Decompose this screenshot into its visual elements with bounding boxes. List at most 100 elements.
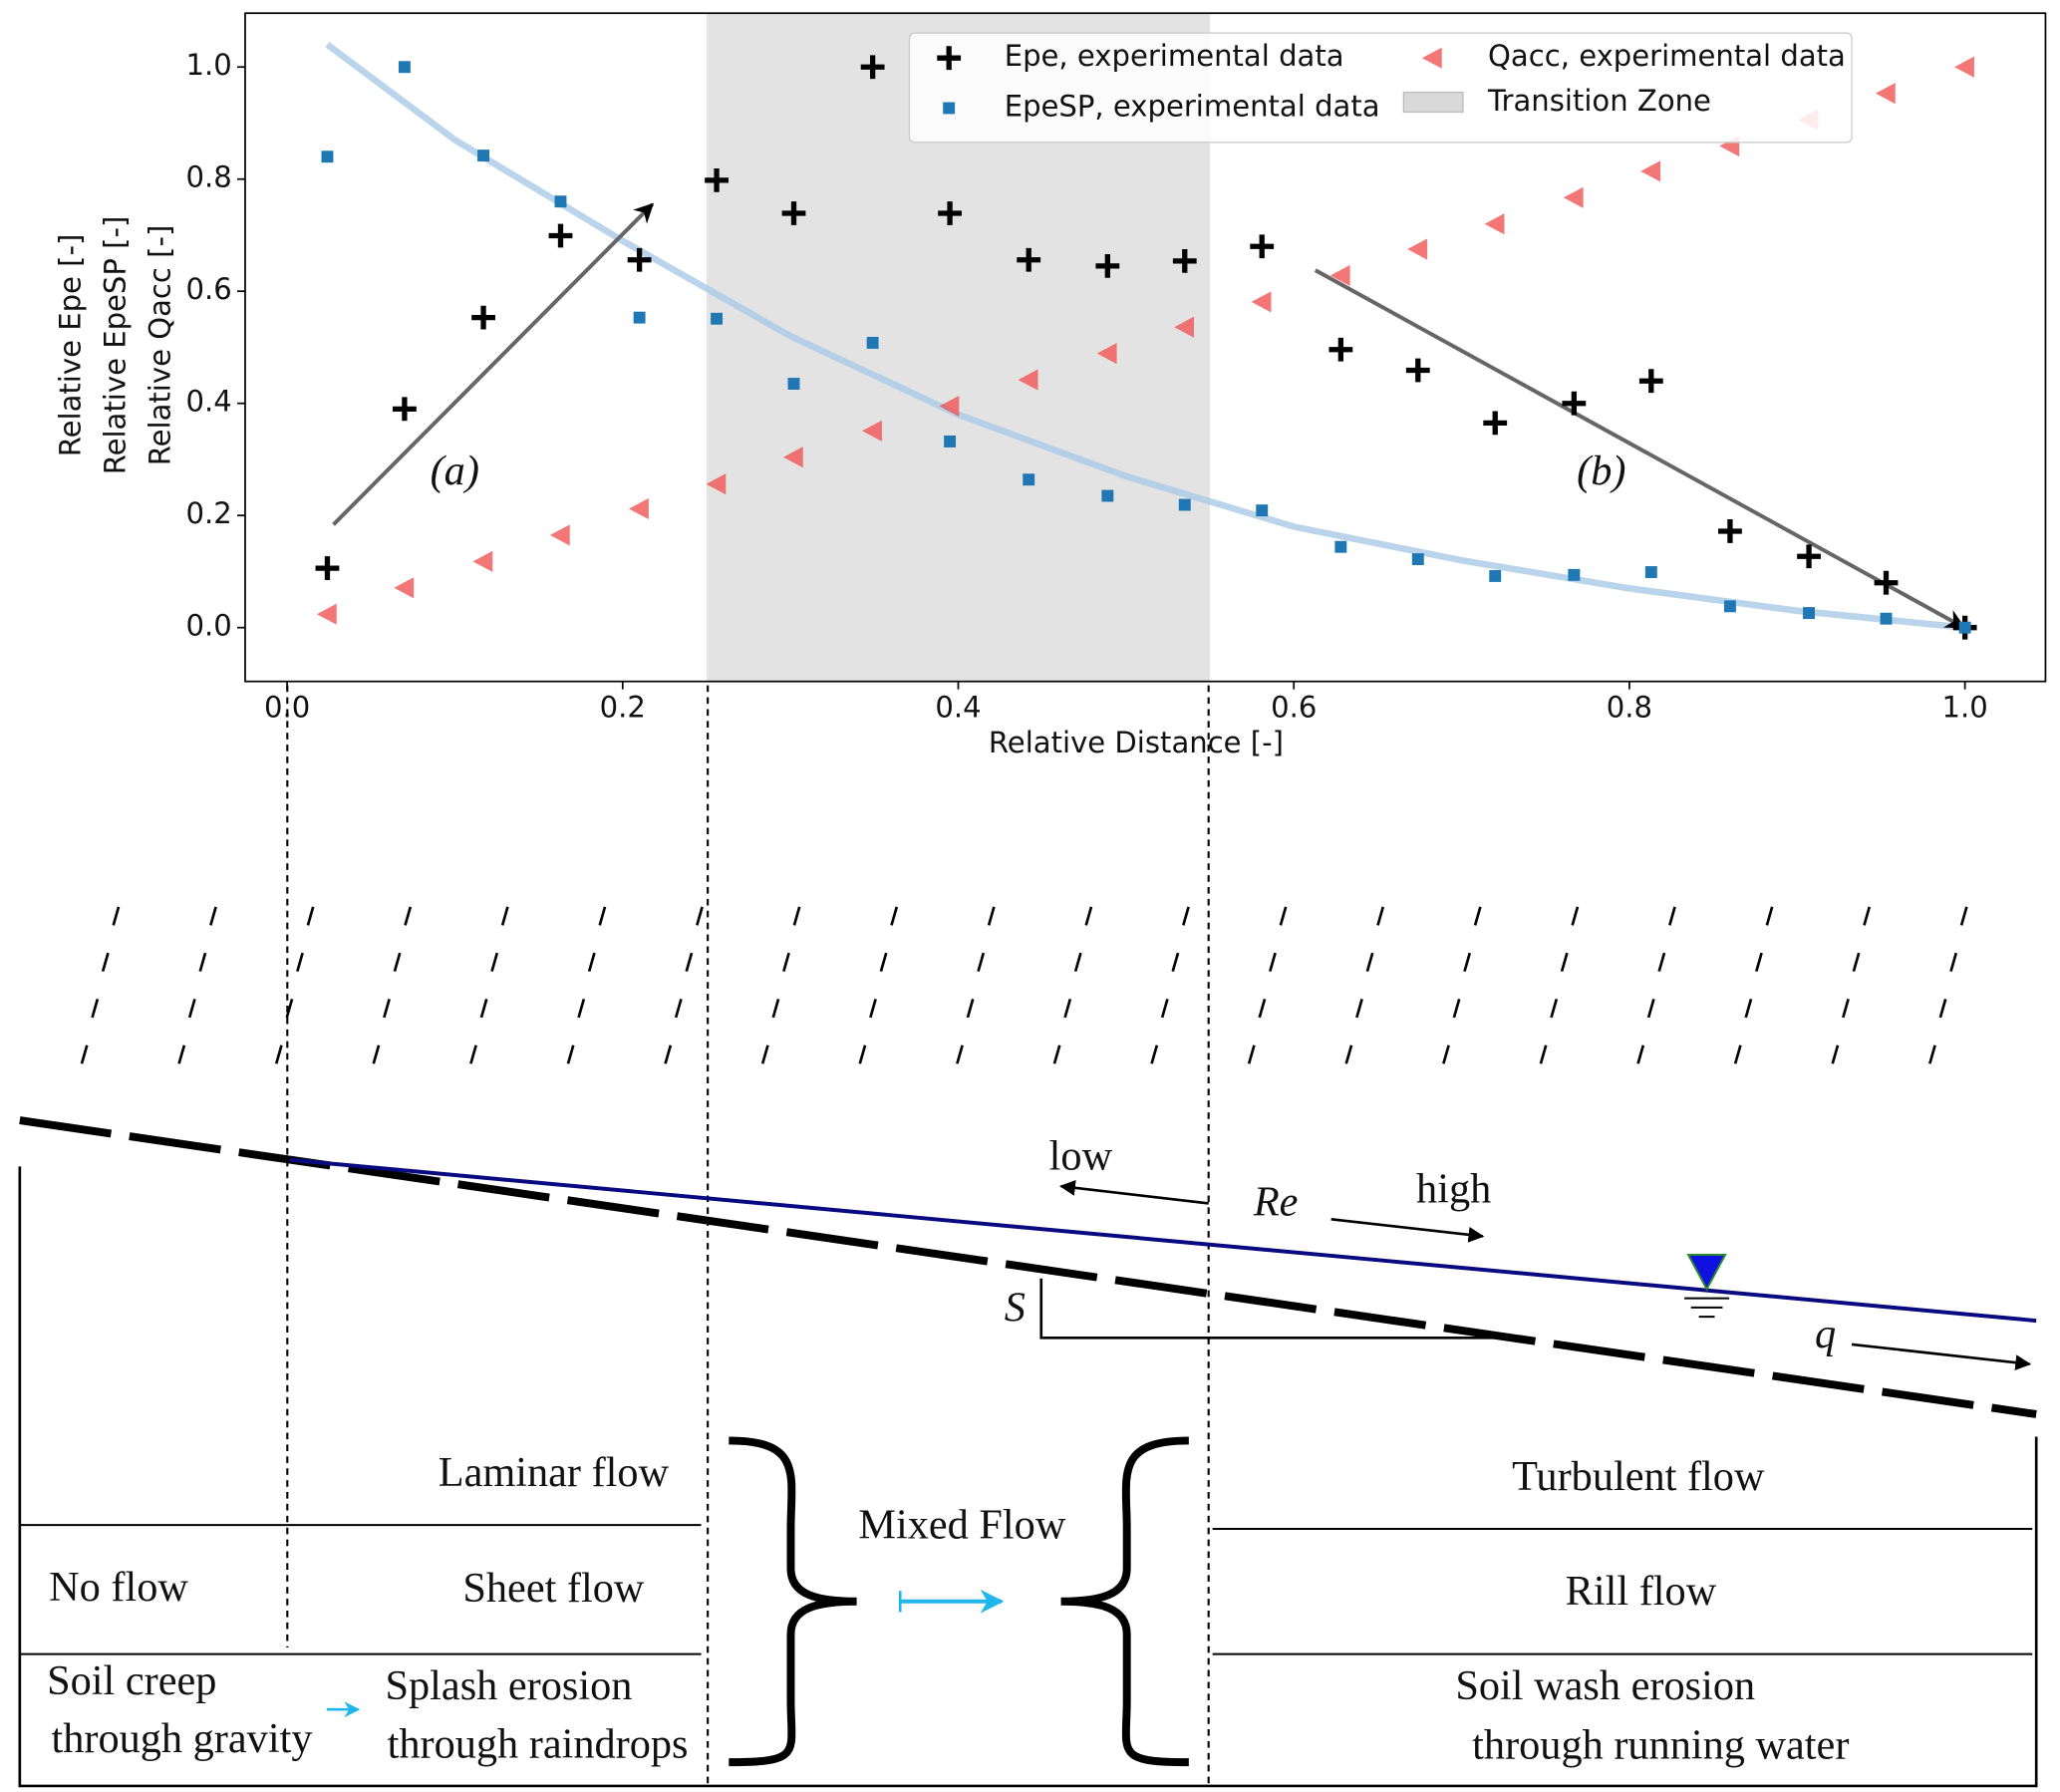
raindrop <box>987 906 996 926</box>
raindrop <box>1160 999 1169 1019</box>
x-tick-label: 0.0 <box>264 690 310 724</box>
x-tick-label: 0.2 <box>600 690 646 724</box>
square-marker <box>943 102 956 115</box>
raindrop <box>1938 999 1947 1019</box>
y-axis-label: Relative Epe [-] <box>54 234 88 457</box>
brace <box>729 1436 857 1767</box>
triangle-marker <box>629 497 649 520</box>
square-marker <box>787 378 800 390</box>
raindrop <box>1863 906 1872 926</box>
raindrop <box>1949 952 1958 973</box>
raindrop <box>1279 906 1288 926</box>
diagram-label: Sheet flow <box>462 1565 645 1612</box>
diagram-label: Re <box>1253 1179 1299 1226</box>
square-marker <box>1178 498 1191 511</box>
water-symbol <box>1684 1297 1730 1319</box>
raindrop <box>1765 906 1774 926</box>
square-marker <box>633 311 646 324</box>
raindrop <box>1150 1045 1159 1064</box>
square-marker <box>1880 612 1893 625</box>
raindrop <box>1452 999 1461 1019</box>
square-marker <box>398 61 411 74</box>
raindrop <box>372 1045 381 1064</box>
diagram-label: through gravity <box>52 1715 313 1762</box>
axes-frame <box>244 12 2047 683</box>
raindrop <box>1463 952 1472 973</box>
diagram-label: q <box>1815 1311 1836 1357</box>
y-tick-label: 0.4 <box>186 385 232 419</box>
square-marker <box>711 312 724 325</box>
triangle-marker <box>1484 213 1505 235</box>
triangle-marker <box>1954 56 1974 78</box>
triangle-marker <box>782 447 803 468</box>
triangle-marker <box>1174 316 1195 338</box>
diagram-label: through running water <box>1472 1722 1849 1769</box>
y-axis-label: Relative EpeSP [-] <box>99 216 133 475</box>
raindrop <box>306 906 315 926</box>
plus-marker <box>938 201 962 225</box>
triangle-marker <box>706 473 727 495</box>
x-tick-label: 0.8 <box>1607 690 1652 724</box>
raindrop <box>566 1045 575 1064</box>
raindrop <box>664 1045 673 1064</box>
plus-marker <box>1172 248 1197 273</box>
raindrop <box>1636 1045 1645 1064</box>
legend-swatch <box>1402 91 1464 114</box>
plus-marker <box>1797 544 1821 569</box>
triangle-marker <box>1407 238 1428 260</box>
raindrop <box>1571 906 1580 926</box>
raindrop <box>1646 999 1655 1019</box>
raindrop <box>1928 1045 1936 1064</box>
raindrop <box>296 952 304 973</box>
triangle-marker <box>549 524 570 546</box>
diagram-label: Laminar flow <box>439 1449 670 1496</box>
raindrop <box>1247 1045 1256 1064</box>
plus-marker <box>1250 234 1275 259</box>
re-arrow <box>1059 1179 1209 1205</box>
y-tick-label: 0.6 <box>186 272 232 306</box>
triangle-marker <box>1563 186 1584 208</box>
square-marker <box>1958 621 1971 634</box>
box <box>18 1166 2038 1788</box>
diagram-label: Soil creep <box>47 1657 216 1704</box>
raindrop <box>490 952 499 973</box>
raindrop <box>956 1045 964 1064</box>
plus-marker <box>1483 411 1508 436</box>
raindrop <box>209 906 217 926</box>
raindrop <box>1539 1045 1548 1064</box>
triangle-marker <box>1875 83 1896 105</box>
triangle-marker <box>316 603 337 625</box>
raindrop <box>1182 906 1190 926</box>
slope <box>19 1116 2037 1418</box>
legend-box <box>908 32 1853 144</box>
raindrop <box>1852 952 1861 973</box>
plus-marker <box>705 167 729 192</box>
triangle-marker <box>939 395 960 418</box>
square-marker <box>1644 566 1657 578</box>
diagram-label: No flow <box>49 1564 188 1611</box>
triangle-marker <box>472 550 493 572</box>
raindrop <box>587 952 596 973</box>
legend-label: Epe, experimental data <box>1005 39 1344 73</box>
trend-arrow <box>332 202 655 526</box>
raindrop <box>1442 1045 1450 1064</box>
raindrop <box>792 906 801 926</box>
raindrop <box>500 906 509 926</box>
plus-marker <box>1638 369 1663 394</box>
square-marker <box>944 436 957 448</box>
diagram-label: high <box>1416 1166 1491 1213</box>
triangle-marker <box>1096 343 1117 365</box>
water-symbol <box>1686 1253 1727 1292</box>
diagram-label: Soil wash erosion <box>1455 1662 1755 1709</box>
triangle-marker <box>1251 291 1272 313</box>
plus-marker <box>471 305 495 330</box>
raindrop <box>404 906 413 926</box>
y-axis-label: Relative Qacc [-] <box>144 225 177 466</box>
x-axis-label: Relative Distance [-] <box>989 726 1284 759</box>
plus-marker <box>937 46 962 71</box>
plus-marker <box>860 55 885 80</box>
square-marker <box>477 149 489 162</box>
plot: 0.0 0.2 0.4 0.6 0.8 1.0 0.0 0.2 0.4 0.6 0.8 1.0 Rela… <box>54 12 2047 759</box>
raindrop <box>1550 999 1559 1019</box>
raindrop <box>598 906 607 926</box>
